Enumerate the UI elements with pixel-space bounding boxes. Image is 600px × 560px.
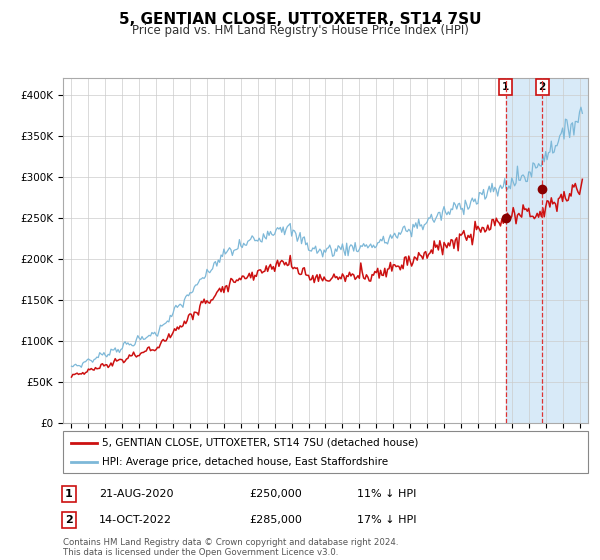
- Text: 1: 1: [502, 82, 509, 92]
- Text: 21-AUG-2020: 21-AUG-2020: [99, 489, 173, 499]
- Text: 17% ↓ HPI: 17% ↓ HPI: [357, 515, 416, 525]
- Text: Price paid vs. HM Land Registry's House Price Index (HPI): Price paid vs. HM Land Registry's House …: [131, 24, 469, 37]
- Text: 1: 1: [65, 489, 73, 499]
- Text: 5, GENTIAN CLOSE, UTTOXETER, ST14 7SU: 5, GENTIAN CLOSE, UTTOXETER, ST14 7SU: [119, 12, 481, 27]
- Text: 5, GENTIAN CLOSE, UTTOXETER, ST14 7SU (detached house): 5, GENTIAN CLOSE, UTTOXETER, ST14 7SU (d…: [103, 437, 419, 447]
- Text: HPI: Average price, detached house, East Staffordshire: HPI: Average price, detached house, East…: [103, 457, 389, 467]
- Text: £285,000: £285,000: [249, 515, 302, 525]
- FancyBboxPatch shape: [63, 431, 588, 473]
- Bar: [506, 78, 588, 423]
- Text: 14-OCT-2022: 14-OCT-2022: [99, 515, 172, 525]
- Text: 2: 2: [538, 82, 546, 92]
- Text: £250,000: £250,000: [249, 489, 302, 499]
- Text: 11% ↓ HPI: 11% ↓ HPI: [357, 489, 416, 499]
- Text: Contains HM Land Registry data © Crown copyright and database right 2024.
This d: Contains HM Land Registry data © Crown c…: [63, 538, 398, 557]
- Text: 2: 2: [65, 515, 73, 525]
